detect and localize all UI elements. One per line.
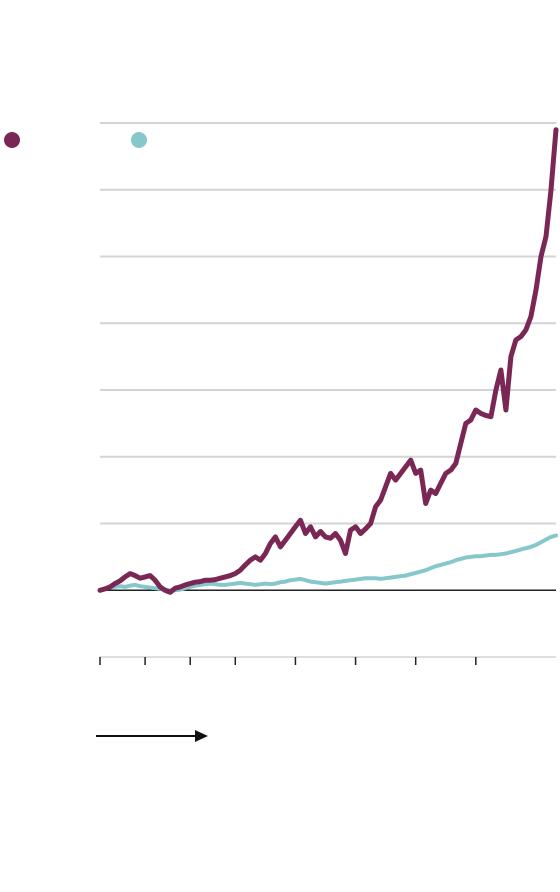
legend [4,132,147,148]
gridlines [100,122,556,525]
x-axis-ticks [99,656,556,665]
time-direction-arrow [96,730,208,742]
legend-marker-2 [131,132,147,148]
series-lines [97,127,559,595]
series-line-1 [97,127,559,595]
arrow-head [195,730,208,742]
legend-marker-1 [4,132,20,148]
series-line-2 [98,533,558,593]
